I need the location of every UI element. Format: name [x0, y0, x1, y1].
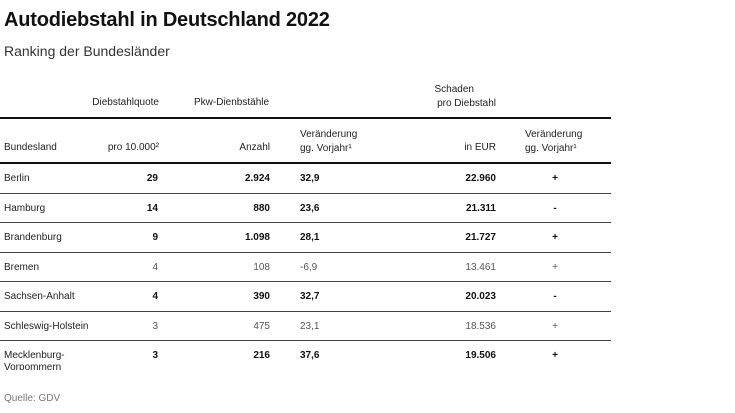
table-row: Bremen 4 108 -6,9 13.461 +	[0, 253, 611, 282]
col-header-veraenderung-line1: Veränderung	[300, 129, 358, 140]
table-row: Schleswig-Holstein 3 475 23,1 18.536 +	[0, 312, 611, 341]
group-header-schaden: Schaden pro Diebstahl	[380, 83, 496, 111]
table-row: Berlin 29 2.924 32,9 22.960 +	[0, 164, 611, 194]
cell-anzahl: 475	[253, 320, 270, 332]
page-subtitle: Ranking der Bundesländer	[4, 43, 170, 59]
col-header-veraenderung: Veränderung gg. Vorjahr¹	[300, 128, 357, 156]
cell-schaden: 18.536	[465, 320, 496, 332]
cell-quote: 4	[152, 261, 158, 273]
cell-veraenderung: 32,9	[300, 173, 320, 184]
col-header-veraenderung-2-line2: gg. Vorjahr¹	[525, 143, 577, 154]
group-header-pkw-diebstaehle: Pkw-Dienbstähle	[194, 97, 270, 108]
cell-anzahl: 390	[253, 291, 270, 302]
cell-veraenderung: 28,1	[300, 232, 320, 243]
cell-schaden: 21.311	[465, 202, 496, 214]
cell-trend: +	[552, 261, 558, 273]
cell-trend: +	[552, 173, 558, 184]
cell-schaden: 21.727	[465, 232, 496, 243]
cell-veraenderung: 23,6	[300, 202, 320, 214]
cell-quote: 4	[152, 291, 158, 302]
col-header-veraenderung-line2: gg. Vorjahr¹	[300, 143, 352, 154]
cell-bundesland: Mecklenburg-Vorpommern	[4, 350, 65, 370]
group-header-schaden-line2: pro Diebstahl	[437, 98, 496, 109]
cell-schaden: 20.023	[465, 291, 496, 302]
cell-trend: -	[553, 291, 557, 302]
cell-bundesland: Bremen	[4, 261, 40, 273]
table-row: Sachsen-Anhalt 4 390 32,7 20.023 -	[0, 282, 611, 312]
cell-bundesland: Brandenburg	[4, 232, 62, 243]
header-bottom-rule	[0, 162, 611, 164]
page-title: Autodiebstahl in Deutschland 2022	[4, 9, 330, 31]
col-header-anzahl: Anzahl	[239, 142, 270, 153]
col-header-veraenderung-2: Veränderung gg. Vorjahr¹	[525, 128, 582, 156]
table-body: Berlin 29 2.924 32,9 22.960 + Hamburg 14…	[0, 164, 611, 370]
cell-bundesland: Schleswig-Holstein	[4, 320, 89, 332]
cell-veraenderung: 37,6	[300, 350, 320, 361]
cell-bundesland: Berlin	[4, 173, 30, 184]
cell-trend: +	[552, 350, 558, 361]
cell-anzahl: 108	[253, 261, 270, 273]
source-note: Quelle: GDV	[4, 393, 61, 404]
cell-bundesland: Sachsen-Anhalt	[4, 291, 75, 302]
cell-veraenderung: 32,7	[300, 291, 320, 302]
col-header-veraenderung-2-line1: Veränderung	[525, 129, 583, 140]
cell-quote: 14	[146, 202, 158, 214]
col-header-in-eur: in EUR	[464, 142, 496, 153]
header-top-rule	[0, 117, 611, 119]
group-header-schaden-line1: Schaden	[434, 84, 474, 95]
col-header-bundesland: Bundesland	[4, 142, 57, 153]
cell-quote: 29	[146, 173, 158, 184]
table-row: Brandenburg 9 1.098 28,1 21.727 +	[0, 223, 611, 253]
group-header-diebstahlquote: Diebstahlquote	[92, 97, 159, 108]
cell-veraenderung: 23,1	[300, 320, 320, 332]
cell-anzahl: 1.098	[244, 232, 270, 243]
cell-schaden: 22.960	[465, 173, 496, 184]
cell-quote: 9	[152, 232, 158, 243]
cell-quote: 3	[152, 320, 158, 332]
cell-trend: +	[552, 232, 558, 243]
cell-quote: 3	[152, 350, 158, 361]
cell-trend: +	[552, 320, 558, 332]
cell-anzahl: 880	[253, 202, 270, 214]
cell-schaden: 13.461	[465, 261, 496, 273]
cell-anzahl: 2.924	[244, 173, 270, 184]
col-header-quote: pro 10.000²	[107, 142, 159, 153]
cell-bundesland: Hamburg	[4, 202, 46, 214]
cell-trend: -	[553, 202, 557, 214]
cell-schaden: 19.506	[465, 350, 496, 361]
cell-anzahl: 216	[253, 350, 270, 361]
table-row: Hamburg 14 880 23,6 21.311 -	[0, 194, 611, 223]
table-row: Mecklenburg-Vorpommern 3 216 37,6 19.506…	[0, 341, 611, 370]
cell-veraenderung: -6,9	[300, 261, 318, 273]
